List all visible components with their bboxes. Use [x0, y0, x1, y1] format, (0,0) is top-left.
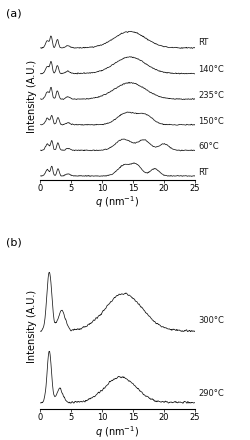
Text: (a): (a) — [6, 8, 22, 18]
Text: 140°C: 140°C — [198, 66, 224, 74]
Text: RT: RT — [198, 38, 208, 47]
Text: 300°C: 300°C — [198, 316, 224, 326]
Text: (b): (b) — [6, 238, 22, 248]
Text: RT: RT — [198, 168, 208, 177]
Y-axis label: Intensity (A.U.): Intensity (A.U.) — [27, 290, 37, 363]
Text: 60°C: 60°C — [198, 142, 219, 151]
Text: 235°C: 235°C — [198, 91, 224, 100]
Text: 150°C: 150°C — [198, 117, 224, 125]
Text: 290°C: 290°C — [198, 389, 224, 398]
Y-axis label: Intensity (A.U.): Intensity (A.U.) — [27, 60, 37, 133]
X-axis label: $q$ (nm$^{-1}$): $q$ (nm$^{-1}$) — [96, 424, 140, 440]
X-axis label: $q$ (nm$^{-1}$): $q$ (nm$^{-1}$) — [96, 194, 140, 210]
